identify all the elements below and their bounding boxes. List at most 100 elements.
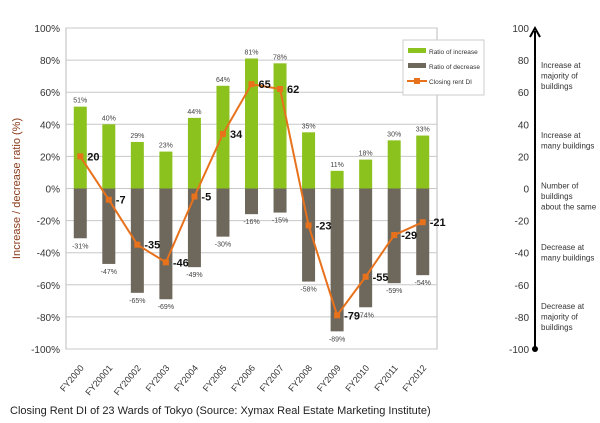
bar-increase bbox=[73, 106, 87, 189]
bar-decrease bbox=[359, 188, 373, 308]
x-tick-label: FY2006 bbox=[229, 363, 257, 394]
bar-decrease bbox=[416, 188, 430, 276]
chart-caption: Closing Rent DI of 23 Wards of Tokyo (So… bbox=[10, 405, 431, 417]
line-point-label: -79 bbox=[344, 310, 360, 322]
y2-annotation: many buildings bbox=[541, 254, 594, 263]
line-point bbox=[77, 153, 84, 160]
bar-increase bbox=[273, 63, 287, 189]
x-tick-label: FY2000 bbox=[58, 363, 86, 394]
bar-decrease-label: -74% bbox=[357, 312, 373, 319]
line-point bbox=[191, 193, 198, 200]
y2-annotation: Number of bbox=[541, 182, 579, 191]
y2-annotation: buildings bbox=[541, 192, 573, 201]
legend-label: Closing rent DI bbox=[429, 79, 472, 86]
x-tick-label: FY20002 bbox=[112, 363, 143, 397]
bar-increase-label: 18% bbox=[359, 151, 373, 158]
y2-tick-label: -80 bbox=[515, 313, 530, 324]
bar-increase-label: 78% bbox=[273, 54, 287, 61]
y-tick-label: 40% bbox=[40, 120, 60, 131]
y2-tick-label: 100 bbox=[512, 24, 529, 35]
line-point bbox=[419, 219, 426, 226]
bar-decrease-label: -54% bbox=[415, 280, 431, 287]
bar-decrease-label: -89% bbox=[329, 336, 345, 343]
line-point-label: 62 bbox=[287, 84, 299, 96]
line-point bbox=[162, 259, 169, 266]
y2-annotation: Increase at bbox=[541, 61, 581, 70]
x-tick-label: FY2003 bbox=[144, 363, 172, 394]
y2-tick-label: 0 bbox=[523, 185, 529, 196]
legend-label: Ratio of decrease bbox=[429, 64, 480, 71]
x-tick-label: FY2011 bbox=[372, 363, 399, 393]
line-point-label: -46 bbox=[173, 257, 189, 269]
bar-increase-label: 11% bbox=[330, 162, 344, 169]
bar-increase bbox=[102, 124, 116, 189]
bar-decrease-label: -31% bbox=[72, 243, 88, 250]
line-point bbox=[134, 241, 141, 248]
x-tick-label: FY2009 bbox=[315, 363, 343, 394]
bar-increase bbox=[330, 170, 344, 189]
line-point bbox=[248, 81, 255, 88]
y-axis-label: Increase / decrease ratio (%) bbox=[11, 118, 23, 259]
bar-decrease-label: -65% bbox=[129, 298, 145, 305]
bar-increase-label: 44% bbox=[187, 109, 201, 116]
y2-annotation: buildings bbox=[541, 323, 573, 332]
bar-increase bbox=[359, 159, 373, 189]
x-tick-label: FY2010 bbox=[343, 363, 371, 394]
line-point bbox=[277, 85, 284, 92]
bar-decrease-label: -59% bbox=[386, 288, 402, 295]
bar-increase-label: 40% bbox=[102, 115, 116, 122]
legend-marker bbox=[414, 78, 420, 84]
line-point-label: -29 bbox=[401, 230, 417, 242]
y2-tick-label: 60 bbox=[518, 88, 530, 99]
line-point-label: -5 bbox=[201, 192, 211, 204]
x-tick-label: FY2005 bbox=[201, 363, 229, 394]
line-point-label: -55 bbox=[373, 272, 389, 284]
bar-increase bbox=[216, 85, 230, 189]
y2-tick-label: -40 bbox=[515, 249, 530, 260]
x-tick-label: FY2012 bbox=[400, 363, 428, 394]
arrow-head-icon bbox=[529, 25, 541, 38]
bar-increase-label: 29% bbox=[130, 133, 144, 140]
line-point bbox=[219, 130, 226, 137]
line-point bbox=[334, 312, 341, 319]
bar-decrease-label: -47% bbox=[101, 269, 117, 276]
y2-annotation: Decrease at bbox=[541, 243, 585, 252]
legend-label: Ratio of increase bbox=[429, 49, 478, 56]
y2-tick-label: -60 bbox=[515, 281, 530, 292]
y2-tick-label: -20 bbox=[515, 217, 530, 228]
bar-increase-label: 30% bbox=[387, 131, 401, 138]
bar-decrease bbox=[102, 188, 116, 264]
y2-tick-label: 20 bbox=[518, 152, 530, 163]
axis-end-dot bbox=[532, 346, 538, 352]
x-tick-label: FY2007 bbox=[258, 363, 286, 394]
y2-tick-label: -100 bbox=[509, 345, 529, 356]
line-point bbox=[362, 273, 369, 280]
line-point-label: 65 bbox=[259, 79, 271, 91]
y2-tick-label: 80 bbox=[518, 56, 530, 67]
bar-decrease-label: -58% bbox=[300, 287, 316, 294]
line-point-label: 34 bbox=[230, 129, 243, 141]
bar-increase-label: 81% bbox=[244, 49, 258, 56]
bar-increase bbox=[416, 135, 430, 189]
bar-increase bbox=[245, 58, 258, 189]
y-tick-label: 80% bbox=[40, 56, 60, 67]
x-tick-label: FY2004 bbox=[172, 363, 200, 394]
y-tick-label: -60% bbox=[37, 281, 60, 292]
bar-increase-label: 23% bbox=[159, 143, 173, 150]
line-point bbox=[305, 222, 312, 229]
bar-increase bbox=[187, 117, 201, 189]
y2-tick-label: 40 bbox=[518, 120, 530, 131]
line-point-label: -35 bbox=[144, 240, 160, 252]
y-tick-label: 0% bbox=[46, 185, 61, 196]
y2-annotation: many buildings bbox=[541, 141, 594, 150]
bar-decrease bbox=[245, 188, 258, 215]
y-tick-label: -20% bbox=[37, 217, 60, 228]
y2-annotation: buildings bbox=[541, 82, 573, 91]
x-tick-label: FY20001 bbox=[83, 363, 114, 397]
bar-increase-label: 51% bbox=[73, 98, 87, 105]
y-tick-label: 20% bbox=[40, 152, 60, 163]
bar-decrease bbox=[130, 188, 144, 293]
bar-increase-label: 33% bbox=[416, 127, 430, 134]
line-point-label: -21 bbox=[430, 217, 446, 229]
